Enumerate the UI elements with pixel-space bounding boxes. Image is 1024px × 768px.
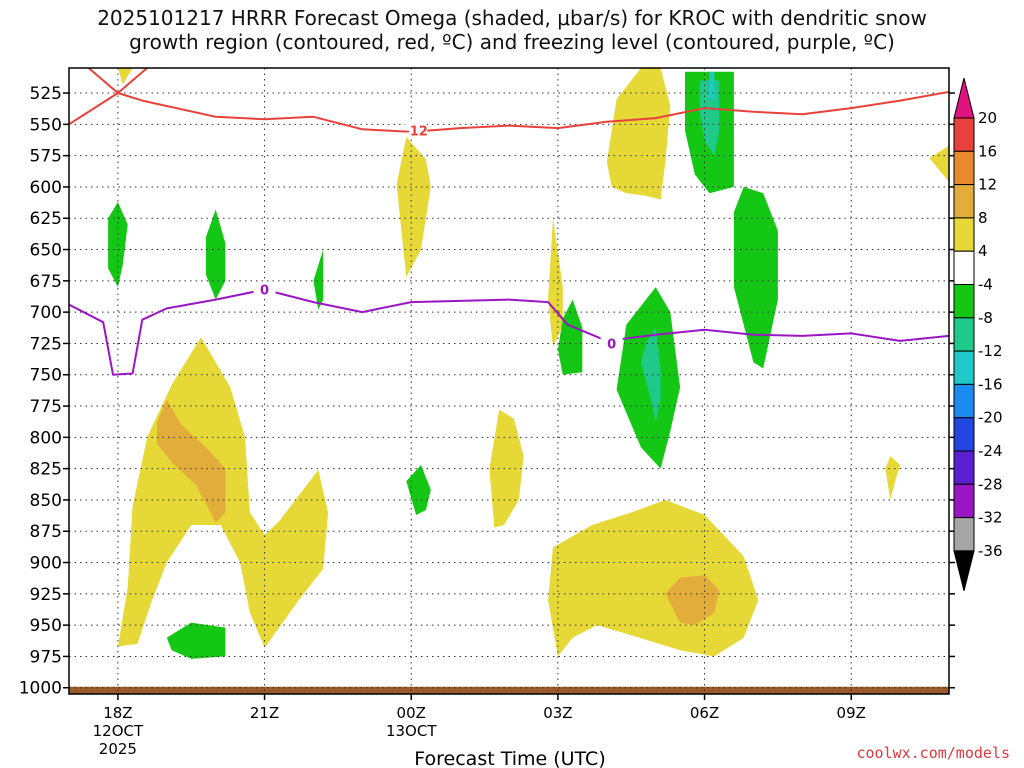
- colorbar-label: 8: [978, 209, 988, 227]
- omega-region-4: [489, 409, 524, 528]
- y-tick-label: 725: [30, 334, 62, 354]
- colorbar-swatch: [953, 217, 975, 252]
- chart-title-line-2: growth region (contoured, red, ºC) and f…: [129, 30, 895, 54]
- x-tick-year-label: 2025: [99, 740, 137, 758]
- colorbar-label: -12: [978, 342, 1003, 360]
- y-tick-label: 900: [30, 554, 62, 574]
- colorbar-swatch: [953, 184, 975, 219]
- omega-region-3: [548, 218, 563, 348]
- dgz-contour-label: -12: [404, 125, 428, 140]
- omega-region-16: [557, 299, 583, 375]
- omega-region-20: [699, 80, 720, 156]
- omega-region-18: [641, 327, 661, 423]
- y-tick-label: 525: [30, 84, 62, 104]
- freezing-level-label-1-bg: [253, 281, 276, 297]
- omega-region-9: [929, 145, 949, 182]
- y-tick-label: 1000: [19, 679, 62, 699]
- x-tick-label: 06Z: [690, 704, 719, 722]
- freezing-level-label-2-bg: [600, 335, 623, 351]
- y-tick-label: 600: [30, 178, 62, 198]
- omega-region-21: [709, 71, 715, 100]
- omega-region-7: [665, 575, 720, 626]
- colorbar-swatch: [953, 250, 975, 285]
- dgz-contour-label-bg: [405, 122, 428, 138]
- y-tick-label: 575: [30, 147, 62, 167]
- colorbar-label: 12: [978, 176, 997, 194]
- freezing-level-line: [69, 288, 949, 376]
- dgz-contour-branch: [87, 68, 148, 94]
- colorbar-swatch: [953, 483, 975, 519]
- y-tick-label: 800: [30, 428, 62, 448]
- x-tick-label: 09Z: [837, 704, 866, 722]
- colorbar-label: -16: [978, 375, 1003, 393]
- freezing-level-label-1: 0: [260, 284, 269, 299]
- freezing-level-label-2: 0: [607, 337, 616, 352]
- x-tick-label: 00Z: [397, 704, 426, 722]
- dgz-contour-line: [69, 90, 949, 133]
- plot-frame: [68, 67, 950, 695]
- y-tick-label: 825: [30, 460, 62, 480]
- y-tick-label: 750: [30, 366, 62, 386]
- y-tick-label: 950: [30, 616, 62, 636]
- y-tick-label: 700: [30, 303, 62, 323]
- colorbar-swatch: [953, 450, 975, 485]
- colorbar-under-triangle: [953, 550, 975, 592]
- omega-region-5: [606, 68, 671, 200]
- omega-region-13: [313, 249, 324, 310]
- colorbar-swatch: [953, 383, 975, 419]
- x-tick-label: 18Z: [103, 704, 132, 722]
- credit-text[interactable]: coolwx.com/models: [856, 744, 1010, 762]
- y-tick-label: 675: [30, 272, 62, 292]
- omega-region-14: [166, 622, 226, 659]
- omega-region-1: [157, 399, 226, 523]
- y-tick-label: 650: [30, 241, 62, 261]
- colorbar-swatch: [953, 150, 975, 186]
- y-tick-label: 925: [30, 585, 62, 605]
- omega-region-8: [885, 456, 901, 500]
- x-axis-title: Forecast Time (UTC): [414, 748, 605, 768]
- y-tick-label: 550: [30, 115, 62, 135]
- x-tick-date-label: 12OCT: [93, 722, 144, 740]
- colorbar-over-triangle: [953, 77, 975, 119]
- colorbar-label: -20: [978, 409, 1003, 427]
- colorbar-label: 20: [978, 109, 997, 127]
- colorbar-label: -28: [978, 475, 1003, 493]
- x-tick-date-label: 13OCT: [386, 722, 437, 740]
- x-tick-label: 03Z: [543, 704, 572, 722]
- colorbar-label: -36: [978, 542, 1003, 560]
- colorbar-label: -4: [978, 276, 993, 294]
- omega-region-6: [548, 499, 759, 657]
- y-tick-label: 625: [30, 209, 62, 229]
- omega-region-2: [396, 136, 431, 278]
- colorbar-label: -32: [978, 509, 1003, 527]
- omega-region-22: [733, 186, 778, 369]
- omega-region-10: [117, 68, 133, 85]
- y-tick-label: 975: [30, 647, 62, 667]
- colorbar-swatch: [953, 350, 975, 385]
- chart-title-line-1: 2025101217 HRRR Forecast Omega (shaded, …: [97, 6, 927, 30]
- omega-region-15: [406, 464, 431, 515]
- x-tick-label: 21Z: [250, 704, 279, 722]
- colorbar-swatch: [953, 284, 975, 319]
- colorbar-label: 4: [978, 242, 988, 260]
- colorbar-swatch: [953, 317, 975, 352]
- colorbar-swatch: [953, 117, 975, 152]
- colorbar-label: -8: [978, 309, 993, 327]
- colorbar-swatch: [953, 417, 975, 452]
- ground-surface: [69, 686, 949, 694]
- y-tick-label: 875: [30, 522, 62, 542]
- y-tick-label: 850: [30, 491, 62, 511]
- colorbar-label: 16: [978, 142, 997, 160]
- colorbar-label: -24: [978, 442, 1003, 460]
- colorbar-swatch: [953, 517, 975, 552]
- y-tick-label: 775: [30, 397, 62, 417]
- omega-region-12: [205, 209, 226, 300]
